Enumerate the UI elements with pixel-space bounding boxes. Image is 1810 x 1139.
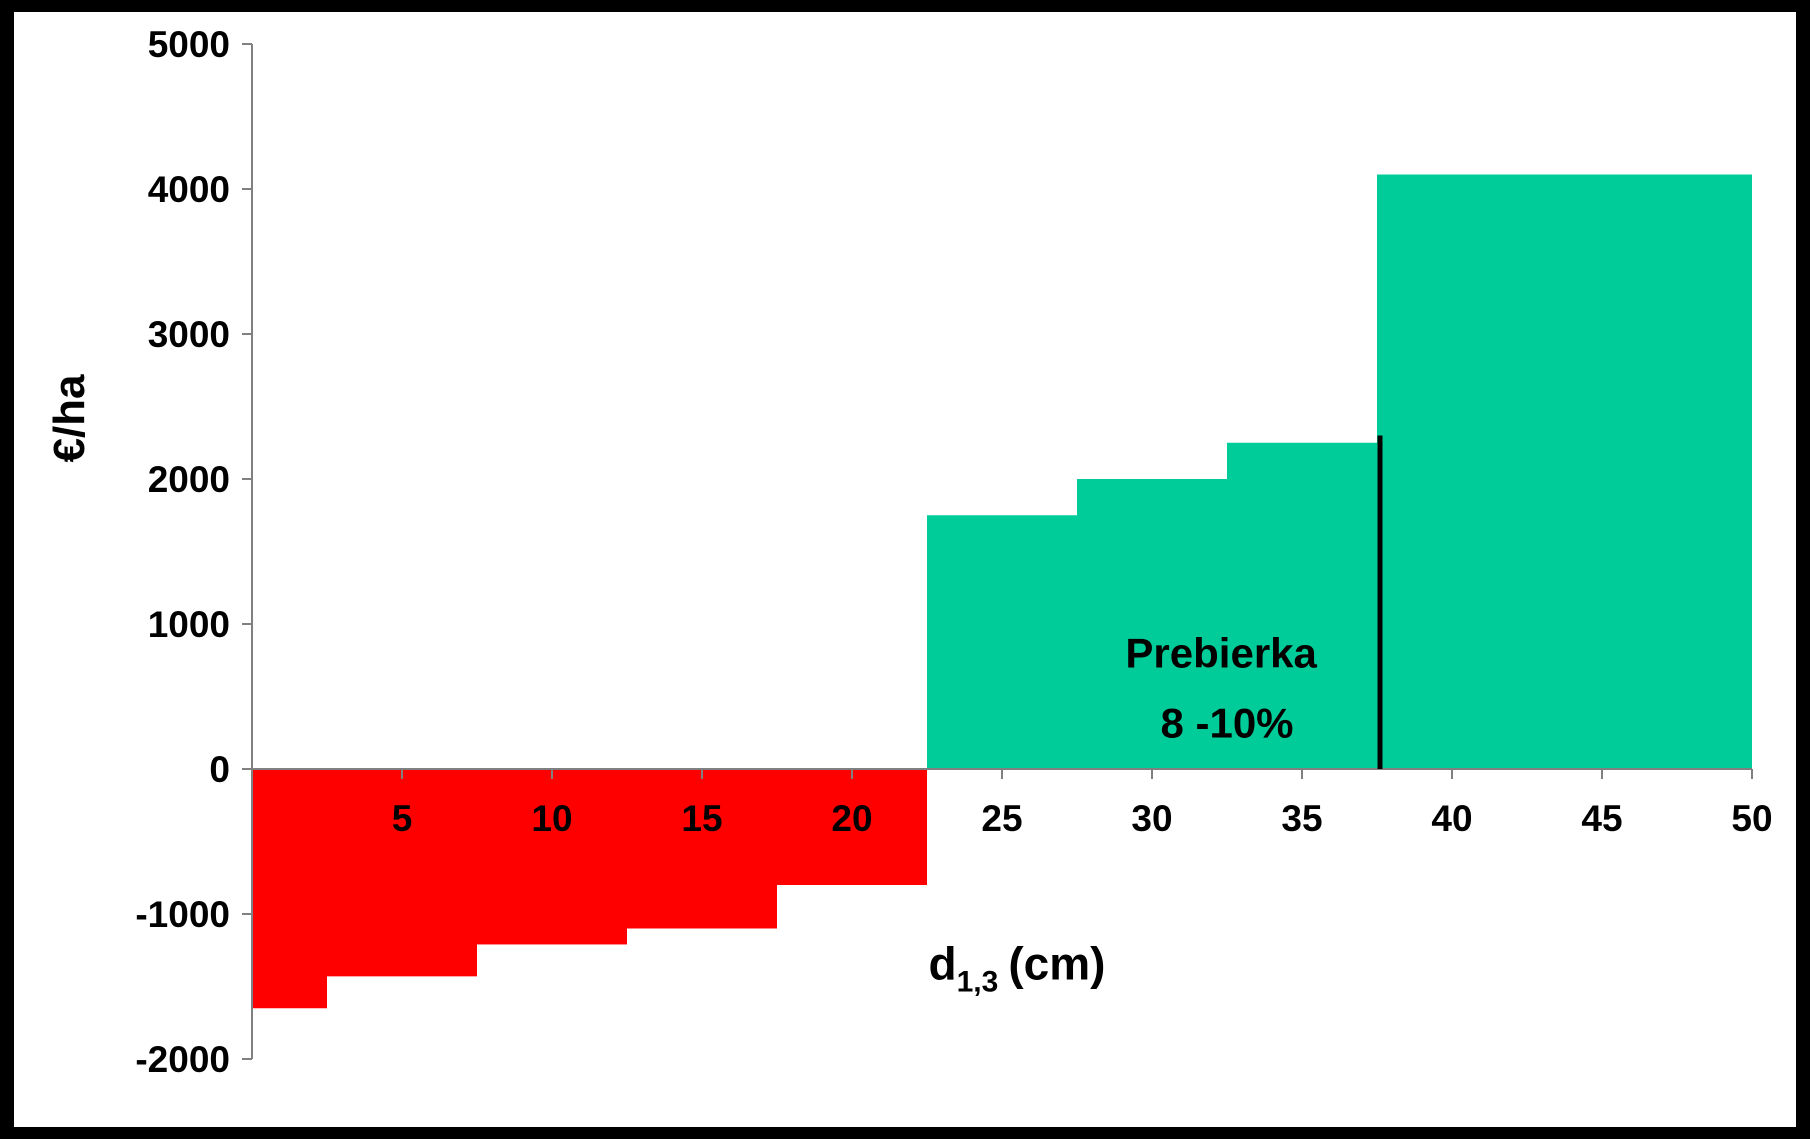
- bar-5: [777, 769, 927, 885]
- bar-8: [1227, 442, 1377, 769]
- x-tick-label: 5: [392, 798, 413, 839]
- x-axis-label-suffix: (cm): [1008, 937, 1105, 989]
- y-tick-label: 5000: [148, 24, 230, 65]
- x-tick-label: 10: [531, 798, 572, 839]
- annotation-line-1: Prebierka: [1125, 630, 1317, 677]
- y-tick-label: 2000: [148, 459, 230, 500]
- annotation-text: Prebierka 8 -10%: [1125, 630, 1328, 747]
- axes-group: [242, 43, 1753, 1060]
- x-tick-label: 20: [831, 798, 872, 839]
- bar-6: [927, 515, 1077, 769]
- chart-frame: -2000 -1000 0 1000 2000 3000 4000 5000 5 10 15 20 2…: [14, 12, 1796, 1127]
- y-tick-label: -2000: [135, 1039, 230, 1080]
- bars-group: [252, 174, 1752, 1009]
- x-tick-label: 45: [1581, 798, 1622, 839]
- bar-9: [1377, 174, 1752, 769]
- x-tick-label: 30: [1131, 798, 1172, 839]
- y-tick-label: 4000: [148, 169, 230, 210]
- y-tick-label: -1000: [135, 894, 230, 935]
- bar-4: [627, 769, 777, 929]
- x-axis-label-main: d: [929, 937, 957, 989]
- y-axis-label: €/ha: [45, 374, 94, 463]
- bar-1: [252, 769, 327, 1009]
- y-tick-label: 1000: [148, 604, 230, 645]
- bar-7: [1077, 479, 1227, 769]
- x-tick-labels: 5 10 15 20 25 30 35 40 45 50: [392, 798, 1773, 839]
- y-tick-labels: -2000 -1000 0 1000 2000 3000 4000 5000: [135, 24, 230, 1080]
- x-tick-label: 50: [1731, 798, 1772, 839]
- bar-2: [327, 769, 477, 977]
- y-tick-label: 3000: [148, 314, 230, 355]
- x-tick-label: 35: [1281, 798, 1322, 839]
- y-tick-label: 0: [209, 749, 230, 790]
- x-tick-label: 15: [681, 798, 722, 839]
- annotation-line-2: 8 -10%: [1160, 700, 1293, 747]
- bar-3: [477, 769, 627, 945]
- x-axis-label-subscript: 1,3: [957, 965, 999, 998]
- x-tick-label: 25: [981, 798, 1022, 839]
- x-axis-label: d1,3 (cm): [929, 937, 1106, 998]
- x-tick-label: 40: [1431, 798, 1472, 839]
- bar-chart: -2000 -1000 0 1000 2000 3000 4000 5000 5 10 15 20 2…: [45, 24, 1773, 1080]
